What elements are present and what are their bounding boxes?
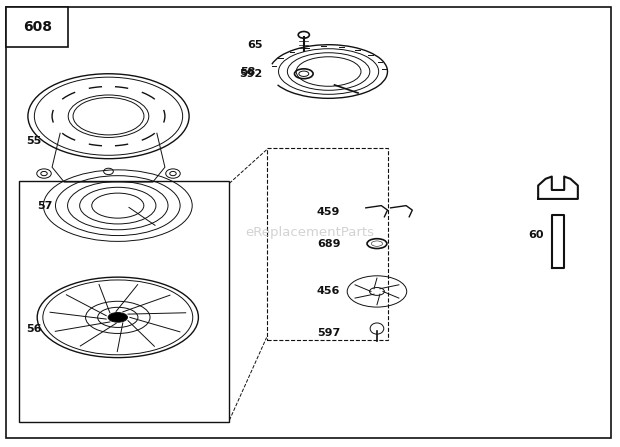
Text: 592: 592: [239, 69, 263, 79]
Text: eReplacementParts: eReplacementParts: [246, 226, 374, 239]
Polygon shape: [538, 179, 578, 199]
Text: 689: 689: [317, 239, 340, 249]
Text: 608: 608: [23, 20, 51, 34]
Bar: [267, 148, 388, 340]
Bar: [6, 7, 68, 47]
Ellipse shape: [108, 312, 128, 322]
Text: 56: 56: [26, 324, 42, 333]
Polygon shape: [551, 215, 565, 268]
Text: 597: 597: [317, 328, 340, 338]
Text: 55: 55: [27, 136, 42, 146]
Text: 58: 58: [241, 67, 255, 76]
Text: 65: 65: [248, 40, 263, 50]
Text: 60: 60: [528, 230, 544, 240]
Text: 456: 456: [317, 287, 340, 296]
Text: 57: 57: [38, 201, 53, 211]
Text: 459: 459: [317, 207, 340, 217]
Bar: [19, 181, 229, 422]
